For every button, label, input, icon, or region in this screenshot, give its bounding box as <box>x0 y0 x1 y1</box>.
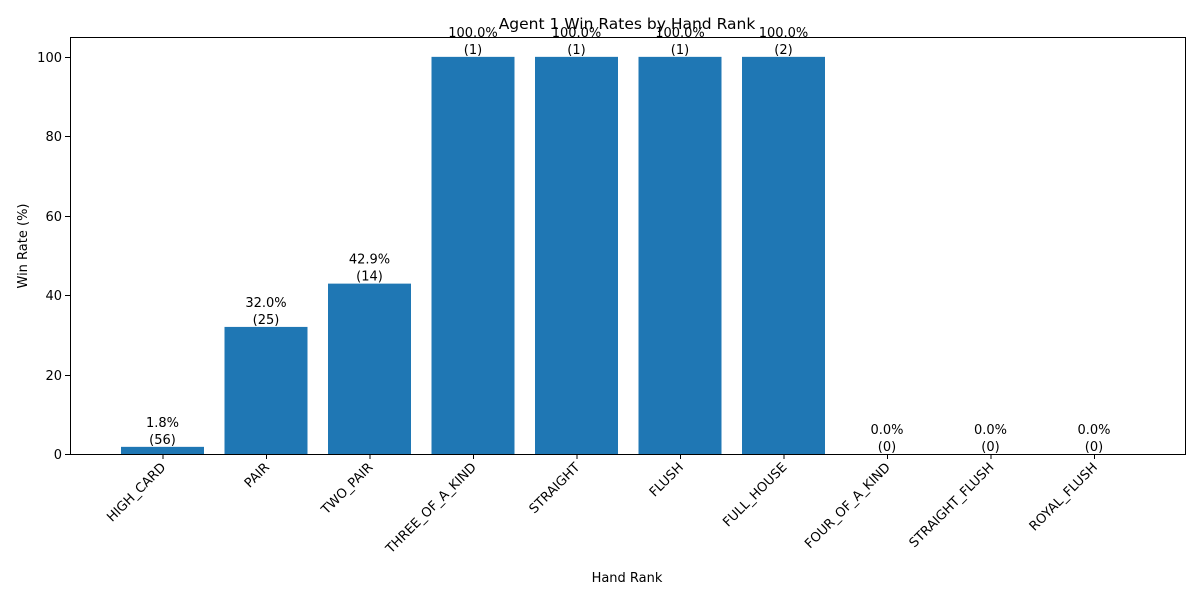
value-label: 0.0% <box>1077 423 1110 438</box>
x-axis: HIGH_CARD PAIR TWO_PAIR THREE_OF_A_KIND STRA… <box>104 454 1101 557</box>
bar-flush <box>638 56 722 454</box>
value-label: 42.9% <box>349 253 390 268</box>
x-tick-label: TWO_PAIR <box>318 460 376 518</box>
bar-three-of-a-kind <box>431 56 515 454</box>
bar-full-house <box>742 56 825 454</box>
x-tick-label: STRAIGHT_FLUSH <box>907 460 998 551</box>
value-label: 100.0% <box>448 26 498 41</box>
value-label: 100.0% <box>759 26 809 41</box>
count-label: (1) <box>464 43 482 58</box>
x-tick-label: PAIR <box>242 460 273 491</box>
x-axis-label: Hand Rank <box>592 571 663 586</box>
x-tick-label: HIGH_CARD <box>104 460 169 525</box>
y-tick-label: 100 <box>37 51 62 66</box>
y-tick-label: 20 <box>45 369 62 384</box>
count-label: (2) <box>774 43 792 58</box>
count-label: (25) <box>253 313 280 328</box>
count-label: (0) <box>878 440 896 455</box>
count-label: (14) <box>356 270 383 285</box>
bar-high-card <box>121 446 204 454</box>
y-tick-label: 40 <box>45 289 62 304</box>
x-tick-label: ROYAL_FLUSH <box>1027 460 1101 534</box>
x-tick-label: FOUR_OF_A_KIND <box>802 460 894 552</box>
y-tick-label: 0 <box>54 448 62 463</box>
y-tick-label: 60 <box>45 210 62 225</box>
y-tick-label: 80 <box>45 130 62 145</box>
bar-two-pair <box>328 283 411 454</box>
y-axis-label: Win Rate (%) <box>16 204 31 289</box>
x-tick-label: FULL_HOUSE <box>720 460 790 530</box>
count-label: (1) <box>671 43 689 58</box>
count-label: (1) <box>567 43 585 58</box>
bars-group <box>121 56 825 454</box>
value-label: 0.0% <box>974 423 1007 438</box>
value-label: 32.0% <box>245 296 286 311</box>
count-label: (0) <box>981 440 999 455</box>
plot-frame <box>70 37 1186 455</box>
value-label: 0.0% <box>870 423 903 438</box>
x-tick-label: STRAIGHT <box>527 460 584 517</box>
bar-pair <box>224 326 308 454</box>
x-tick-label: THREE_OF_A_KIND <box>383 460 480 557</box>
count-label: (56) <box>149 433 176 448</box>
bar-straight <box>535 56 618 454</box>
value-label: 1.8% <box>146 416 179 431</box>
y-axis: 0 20 40 60 80 100 <box>37 51 70 463</box>
count-label: (0) <box>1085 440 1103 455</box>
chart-title: Agent 1 Win Rates by Hand Rank <box>499 15 756 33</box>
x-tick-label: FLUSH <box>647 460 687 500</box>
